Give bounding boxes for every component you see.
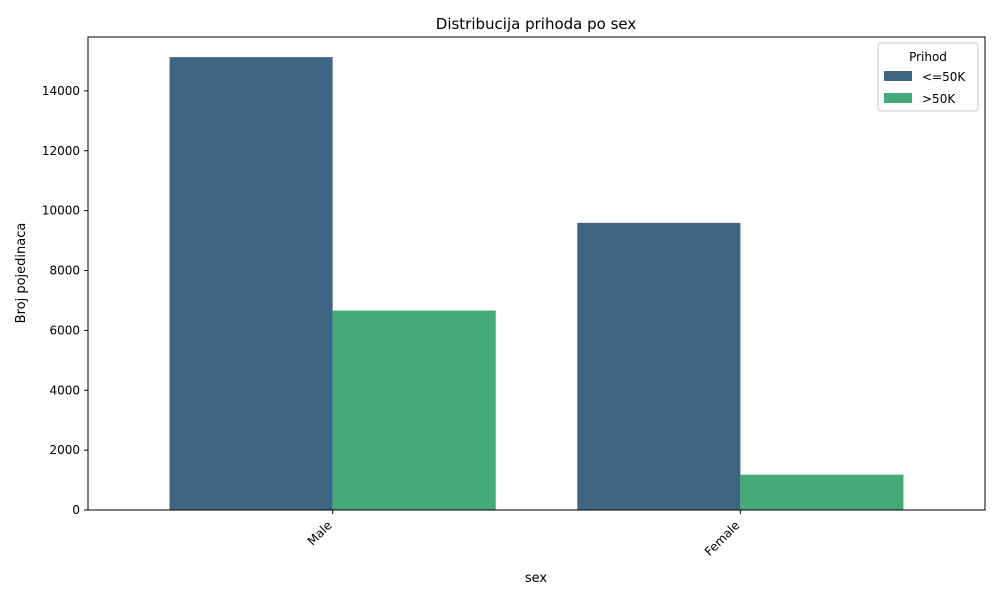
x-tick-label-female: Female: [702, 518, 743, 559]
legend-swatch-1: [884, 71, 912, 81]
y-tick-label: 14000: [42, 84, 80, 98]
y-axis-label: Broj pojedinaca: [14, 223, 29, 324]
x-tick-label-male: Male: [305, 518, 335, 548]
bar-female-series-1: [577, 222, 741, 510]
y-axis: 0 2000 4000 6000 8000 10000 12000 14000: [42, 84, 88, 517]
legend-items: <=50K >50K: [884, 70, 966, 106]
bar-male-series-2: [332, 310, 496, 510]
legend-label-1: <=50K: [922, 70, 966, 84]
y-tick-label: 2000: [49, 443, 80, 457]
y-tick-label: 8000: [49, 264, 80, 278]
bars-group: [169, 57, 904, 511]
y-tick-label: 4000: [49, 383, 80, 397]
y-tick-label: 0: [72, 503, 80, 517]
x-axis: Male Female: [305, 510, 743, 559]
y-tick-label: 12000: [42, 144, 80, 158]
y-tick-label: 10000: [42, 204, 80, 218]
y-tick-label: 6000: [49, 323, 80, 337]
legend-swatch-2: [884, 93, 912, 103]
chart-title: Distribucija prihoda po sex: [436, 15, 637, 33]
bar-female-series-2: [740, 474, 904, 510]
legend-title: Prihod: [909, 50, 947, 64]
plot-frame: [87, 36, 986, 511]
bar-male-series-1: [169, 57, 333, 511]
x-axis-label: sex: [525, 571, 548, 586]
legend-label-2: >50K: [922, 92, 956, 106]
legend: Prihod <=50K >50K: [877, 42, 979, 112]
